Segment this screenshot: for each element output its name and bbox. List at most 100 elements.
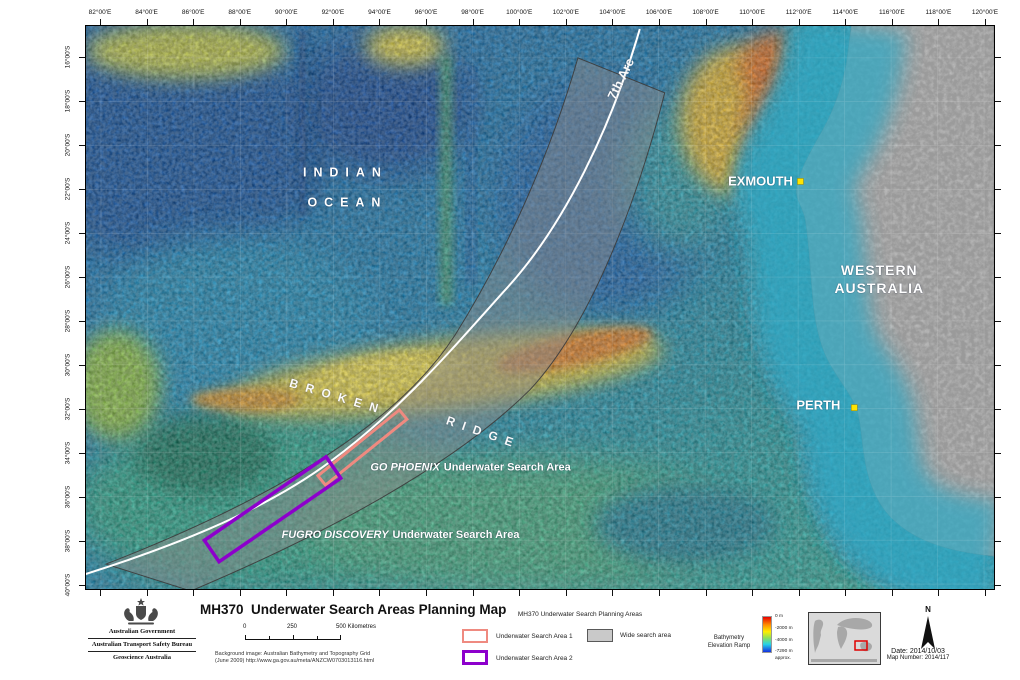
lon-tick [985, 19, 987, 25]
lat-label: 30°00'S [64, 353, 72, 377]
lon-label: 88°00'E [228, 9, 252, 16]
fugro-label-rest: Underwater Search Area [393, 529, 521, 541]
lon-tick [938, 19, 940, 25]
lat-label: 18°00'S [64, 89, 72, 113]
lon-label: 116°00'E [878, 9, 905, 16]
lon-tick-bottom [845, 590, 847, 596]
legend-label-wide-area: Wide search area [620, 632, 671, 639]
lon-tick [705, 19, 707, 25]
inset-extent-box [854, 640, 868, 651]
lon-tick-bottom [472, 590, 474, 596]
scale-tick [269, 636, 270, 640]
lat-tick-right [995, 277, 1001, 278]
lat-tick [79, 189, 85, 190]
ramp-tick-4000m: -4000 m [775, 638, 793, 643]
legend-swatch-wide-area [587, 629, 613, 642]
lat-tick [79, 145, 85, 146]
scale-start: 0 [243, 624, 247, 630]
graticule [86, 26, 994, 589]
perth-dot [851, 404, 858, 411]
lon-tick [519, 19, 521, 25]
lon-tick-bottom [752, 590, 754, 596]
map-title: MH370 Underwater Search Areas Planning M… [200, 602, 507, 617]
scale-tick [340, 635, 341, 639]
lon-label: 118°00'E [925, 9, 952, 16]
seventh-arc-line [86, 28, 641, 575]
scale-mid: 250 [287, 624, 298, 630]
lat-tick-right [995, 57, 1001, 58]
western-australia-label-line1: WESTERN [841, 262, 918, 278]
go-phoenix-label-rest: Underwater Search Area [444, 461, 572, 473]
lat-label: 20°00'S [64, 133, 72, 157]
lat-tick-right [995, 365, 1001, 366]
lon-tick [658, 19, 660, 25]
lat-label: 16°00'S [64, 45, 72, 69]
lat-label: 22°00'S [64, 177, 72, 201]
lon-tick [798, 19, 800, 25]
scale-tick [317, 636, 318, 640]
indian-ocean-label-line2: OCEAN [307, 195, 387, 209]
lat-label: 26°00'S [64, 265, 72, 289]
lat-label: 24°00'S [64, 221, 72, 245]
bathymetry-ramp-bar [762, 616, 772, 653]
lon-label: 82°00'E [88, 9, 112, 16]
exmouth-dot [797, 178, 804, 185]
lat-tick-right [995, 409, 1001, 410]
lat-tick [79, 585, 85, 586]
lon-tick-bottom [612, 590, 614, 596]
lon-tick [146, 19, 148, 25]
gov-text-line2: Australian Transport Safety Bureau [91, 641, 193, 648]
lon-tick [426, 19, 428, 25]
lat-tick [79, 101, 85, 102]
lon-tick [193, 19, 195, 25]
lon-tick-bottom [891, 590, 893, 596]
ramp-tick-7290m: -7290 m [775, 649, 793, 654]
lon-label: 106°00'E [645, 9, 673, 16]
ramp-tick-approx: approx. [775, 656, 791, 661]
scale-tick [245, 635, 246, 639]
lon-tick-bottom [239, 590, 241, 596]
lon-tick [612, 19, 614, 25]
bathymetry-ramp-title: Bathymetry Elevation Ramp [693, 634, 765, 650]
lon-label: 84°00'E [135, 9, 158, 16]
lat-label: 28°00'S [64, 309, 72, 333]
lon-label: 100°00'E [506, 9, 533, 16]
world-map-graphic [811, 617, 877, 662]
ramp-tick-2000m: -2000 m [775, 626, 793, 631]
lon-label: 110°00'E [739, 9, 765, 16]
coat-of-arms [124, 598, 158, 625]
lon-label: 94°00'E [368, 9, 391, 16]
lon-tick [286, 19, 288, 25]
legend-label-area2: Underwater Search Area 2 [496, 655, 573, 662]
fugro-discovery-label: FUGRO DISCOVERY Underwater Search Area [282, 529, 521, 541]
go-phoenix-label: GO PHOENIX Underwater Search Area [370, 461, 571, 473]
gov-text-line3: Geoscience Australia [113, 654, 171, 661]
lat-tick-right [995, 189, 1001, 190]
lon-tick [379, 19, 381, 25]
lat-label: 36°00'S [64, 485, 72, 509]
ramp-tick-0m: 0 m [775, 614, 783, 619]
lon-tick-bottom [798, 590, 800, 596]
lon-tick-bottom [705, 590, 707, 596]
legend-header: MH370 Underwater Search Planning Areas [517, 611, 643, 618]
lat-tick-right [995, 585, 1001, 586]
lon-tick-bottom [332, 590, 334, 596]
lon-label: 108°00'E [692, 9, 719, 16]
go-phoenix-vessel-name: GO PHOENIX [370, 461, 440, 473]
lat-tick [79, 57, 85, 58]
lat-tick-right [995, 321, 1001, 322]
lat-tick [79, 365, 85, 366]
lon-label: 98°00'E [461, 9, 484, 16]
lat-tick-right [995, 497, 1001, 498]
lon-label: 114°00'E [832, 9, 859, 16]
lat-label: 34°00'S [64, 441, 72, 465]
underwater-search-area-2-box [201, 454, 344, 565]
perth-label: PERTH [796, 398, 840, 413]
lon-tick-bottom [379, 590, 381, 596]
lat-label: 32°00'S [64, 397, 72, 421]
north-arrow [921, 616, 935, 649]
lon-label: 92°00'E [321, 9, 345, 16]
map-number: Map Number: 2014/117 [886, 655, 950, 661]
lat-label: 40°00'S [64, 573, 72, 597]
ramp-title-line1: Bathymetry [713, 635, 745, 641]
